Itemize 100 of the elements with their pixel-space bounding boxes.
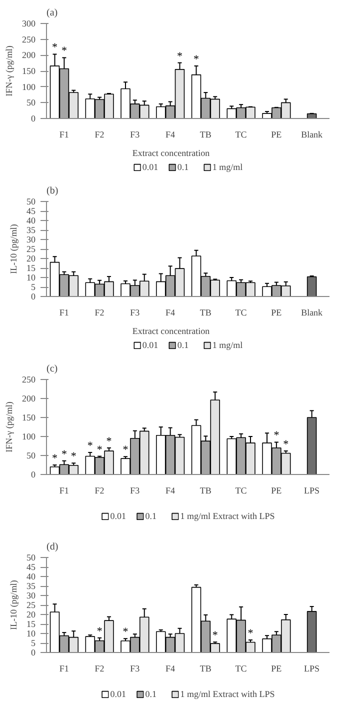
x-tick-label: TC (235, 130, 247, 140)
y-tick-label: 35 (26, 581, 36, 591)
x-tick-label: F3 (130, 308, 140, 318)
y-tick-label: 150 (22, 66, 36, 76)
y-tick-label: 300 (22, 18, 36, 28)
y-tick-label: 30 (26, 234, 36, 244)
chart-title: (d) (46, 542, 58, 552)
bar (306, 611, 317, 652)
legend-label: 0.01 (110, 511, 127, 521)
y-tick-label: 250 (22, 374, 36, 384)
data-label: * (274, 430, 280, 442)
legend-label: 0.01 (110, 689, 127, 699)
y-tick-label: 50 (26, 450, 36, 460)
data-label: * (212, 630, 218, 642)
y-tick-label: 5 (31, 282, 36, 292)
data-label: * (122, 444, 128, 456)
chart-title: (b) (46, 186, 58, 196)
x-tick-label: F2 (94, 664, 104, 674)
y-tick-label: 0 (31, 470, 36, 480)
x-tick-label: F2 (94, 486, 104, 496)
y-axis-title: IL-10 (pg/ml) (8, 580, 18, 630)
x-tick-label: F3 (130, 486, 140, 496)
x-tick-label: F4 (166, 486, 176, 496)
legend-label: 1 mg/ml (212, 162, 243, 172)
y-tick-label: 40 (26, 216, 36, 226)
legend-label: 1 mg/ml (212, 340, 243, 350)
y-tick-label: 30 (26, 590, 36, 600)
y-tick-label: 35 (26, 225, 36, 235)
data-label: * (122, 626, 128, 638)
x-tick-label: Blank (301, 130, 324, 140)
legend-label: 1 mg/ml Extract with LPS (180, 689, 275, 699)
legend-label: 0.01 (142, 340, 160, 350)
y-axis-title: IFN-γ (pg/ml) (4, 46, 14, 96)
x-tick-label: PE (271, 130, 282, 140)
x-tick-label: LPS (304, 664, 320, 674)
data-label: * (283, 438, 289, 450)
legend-label: 0.1 (177, 162, 190, 172)
x-tick-label: F3 (130, 664, 140, 674)
x-tick-label: PE (271, 664, 282, 674)
x-tick-label: TB (200, 130, 212, 140)
legend-label: 0.01 (142, 162, 160, 172)
x-tick-label: F4 (166, 130, 176, 140)
x-tick-label: TC (235, 308, 247, 318)
y-tick-label: 50 (26, 196, 36, 206)
y-axis-title: IFN-γ (pg/ml) (4, 402, 14, 452)
data-label: * (52, 452, 58, 465)
y-tick-label: 20 (26, 254, 36, 264)
y-tick-label: 15 (26, 619, 36, 629)
data-label: * (61, 45, 67, 58)
y-tick-label: 200 (22, 394, 36, 404)
y-tick-label: 100 (22, 82, 36, 92)
y-tick-label: 200 (22, 50, 36, 60)
chart-title: (a) (46, 8, 58, 18)
x-tick-label: LPS (304, 486, 320, 496)
y-tick-label: 25 (26, 244, 36, 254)
x-tick-label: F1 (59, 486, 69, 496)
legend-label: 0.1 (145, 511, 158, 521)
y-tick-label: 10 (26, 272, 36, 282)
y-tick-label: 0 (31, 292, 36, 302)
y-tick-label: 250 (22, 34, 36, 44)
x-tick-label: TB (200, 486, 212, 496)
x-tick-label: Blank (301, 308, 324, 318)
y-tick-label: 10 (26, 628, 36, 638)
y-tick-label: 25 (26, 600, 36, 610)
legend-label: 0.1 (145, 689, 158, 699)
bar (306, 113, 317, 118)
data-label: * (96, 625, 102, 638)
legend-label: 0.1 (177, 340, 190, 350)
x-tick-label: F4 (166, 308, 176, 318)
data-label: * (87, 440, 93, 452)
x-tick-label: PE (271, 486, 282, 496)
y-tick-label: 45 (26, 206, 36, 216)
y-tick-label: 15 (26, 263, 36, 273)
data-label: * (106, 435, 112, 448)
data-label: * (96, 444, 102, 456)
y-tick-label: 50 (26, 552, 36, 562)
x-tick-label: F1 (59, 130, 69, 140)
y-tick-label: 20 (26, 610, 36, 620)
y-tick-label: 50 (26, 98, 36, 108)
x-tick-label: TC (235, 664, 247, 674)
legend-title: Extract concentration (132, 148, 211, 158)
y-tick-label: 5 (31, 638, 36, 648)
data-label: * (176, 50, 182, 62)
x-tick-label: F4 (166, 664, 176, 674)
x-tick-label: F2 (94, 130, 104, 140)
y-tick-label: 0 (31, 648, 36, 658)
y-tick-label: 45 (26, 562, 36, 572)
x-tick-label: TB (200, 308, 212, 318)
data-label: * (248, 627, 254, 640)
x-tick-label: F2 (94, 308, 104, 318)
x-tick-label: F1 (59, 308, 69, 318)
x-tick-label: TC (235, 486, 247, 496)
y-tick-label: 150 (22, 412, 36, 422)
x-tick-label: TB (200, 664, 212, 674)
data-label: * (70, 450, 76, 463)
x-tick-label: PE (271, 308, 282, 318)
legend-label: 1 mg/ml Extract with LPS (180, 511, 275, 521)
bar (306, 276, 317, 296)
legend-title: Extract concentration (132, 326, 211, 336)
data-label: * (52, 42, 58, 54)
